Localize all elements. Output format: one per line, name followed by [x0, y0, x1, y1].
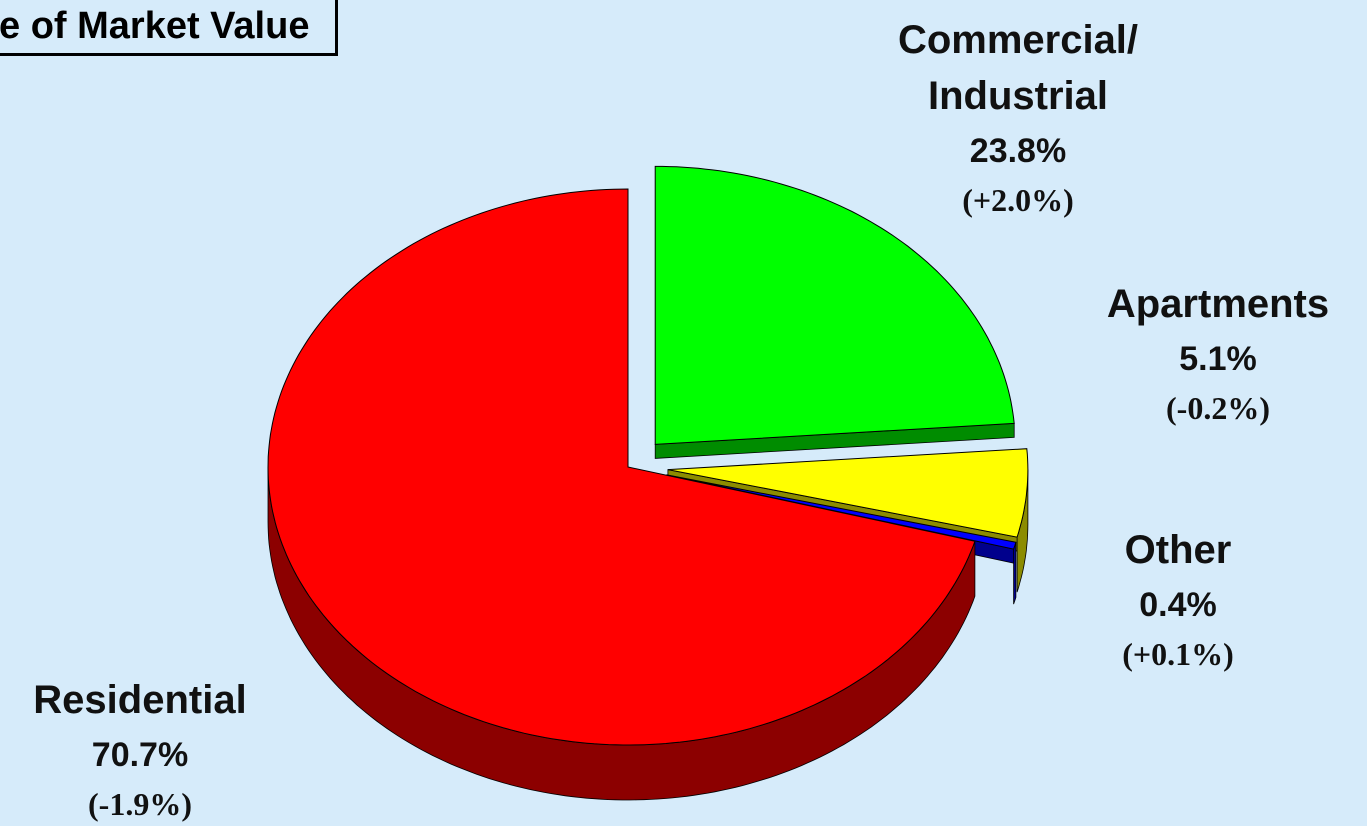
value-label: 23.8%	[969, 132, 1067, 170]
slice-label: Apartments 5.1% (-0.2%)	[1078, 276, 1358, 430]
chart-title: e of Market Value	[0, 0, 339, 56]
value-label: 0.4%	[1139, 586, 1217, 624]
category-label: Residential	[33, 678, 247, 722]
value-label: 70.7%	[91, 736, 189, 774]
change-label: (-0.2%)	[1166, 390, 1270, 426]
category-label: Apartments	[1106, 282, 1330, 326]
slice-label: Residential 70.7% (-1.9%)	[0, 672, 280, 826]
value-label: 5.1%	[1179, 340, 1257, 378]
category-label: Commercial/ Industrial	[897, 18, 1139, 118]
slice-label: Other 0.4% (+0.1%)	[1038, 522, 1318, 676]
slice	[267, 188, 976, 746]
category-label: Other	[1124, 528, 1232, 572]
slice	[654, 165, 1015, 445]
change-label: (+2.0%)	[962, 182, 1074, 218]
change-label: (+0.1%)	[1122, 636, 1234, 672]
change-label: (-1.9%)	[88, 786, 192, 822]
slice	[667, 448, 1029, 538]
slice-label: Commercial/ Industrial 23.8% (+2.0%)	[878, 12, 1158, 222]
